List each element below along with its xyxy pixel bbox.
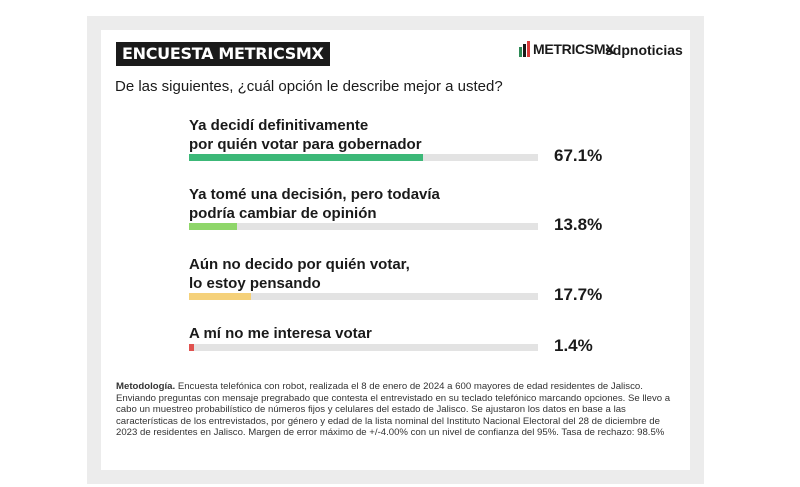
survey-title: ENCUESTA METRICSMX [116,42,330,66]
value-label-1: 67.1% [554,146,603,165]
value-label-2: 13.8% [554,215,603,234]
option-label-line: A mí no me interesa votar [189,325,372,342]
metricsmx-text: METRICSMX [533,41,615,57]
option-label-line: podría cambiar de opinión [189,205,377,222]
bar-fill-4 [189,344,194,351]
option-label-line: Aún no decido por quién votar, [189,256,410,273]
poll-card: ENCUESTA METRICSMX METRICSMX sdpnoticias… [101,30,690,470]
methodology-text: Encuesta telefónica con robot, realizada… [116,381,671,439]
option-label-2: Ya tomé una decisión, pero todavía podría… [189,185,440,223]
option-label-line: Ya tomé una decisión, pero todavía [189,186,440,203]
option-label-1: Ya decidí definitivamente por quién votar… [189,116,422,154]
methodology-note: Metodología. Encuesta telefónica con rob… [116,381,676,439]
bar-fill-3 [189,293,251,300]
flag-bars-icon [519,41,531,57]
metricsmx-logo: METRICSMX [519,41,615,57]
option-label-line: lo estoy pensando [189,275,321,292]
value-label-3: 17.7% [554,285,603,304]
option-label-4: A mí no me interesa votar [189,324,372,343]
bar-track-1 [189,154,538,161]
bar-fill-1 [189,154,424,161]
option-label-line: Ya decidí definitivamente [189,117,369,134]
bar-fill-2 [189,223,238,230]
option-label-line: por quién votar para gobernador [189,136,422,153]
bar-track-3 [189,293,538,300]
methodology-label: Metodología. [116,381,176,392]
bar-track-2 [189,223,538,230]
sdpnoticias-logo: sdpnoticias [605,42,683,58]
bar-track-4 [189,344,538,351]
question-text: De las siguientes, ¿cuál opción le descr… [115,78,503,95]
value-label-4: 1.4% [554,336,593,355]
option-label-3: Aún no decido por quién votar, lo estoy p… [189,255,410,293]
